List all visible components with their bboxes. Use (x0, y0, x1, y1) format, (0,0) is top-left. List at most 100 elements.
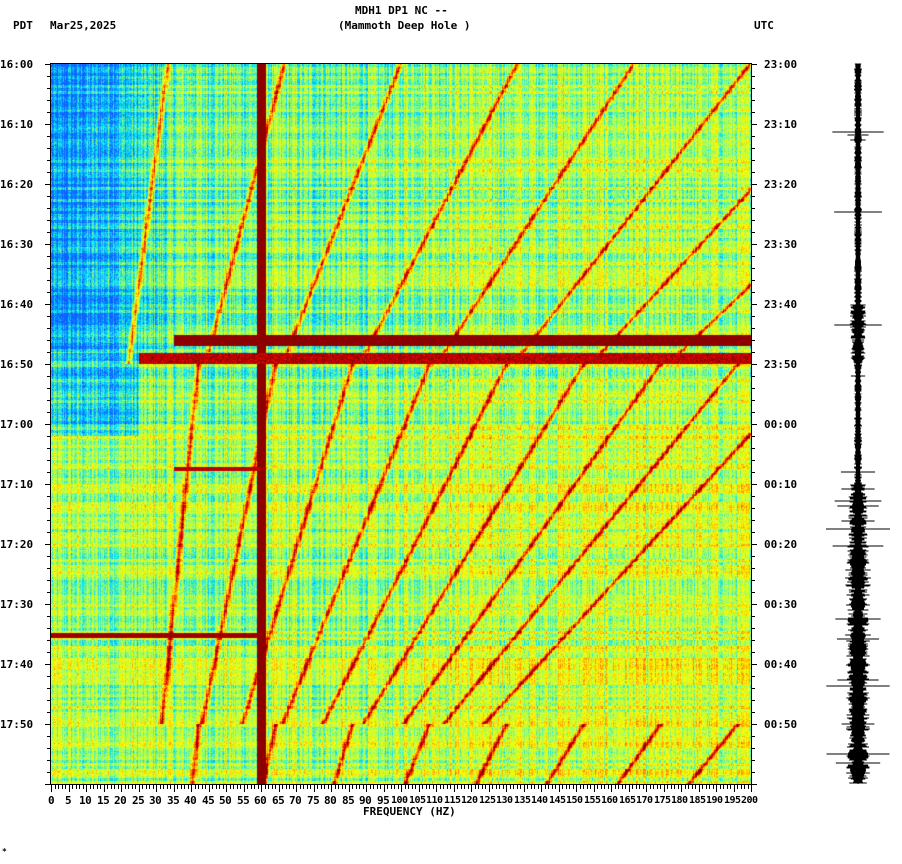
x-tick (377, 784, 378, 789)
y-tick-label-left: 16:30 (0, 238, 34, 251)
y-tick-right (751, 508, 755, 509)
y-tick-right (751, 748, 755, 749)
x-tick (695, 784, 696, 789)
x-tick (205, 784, 206, 789)
x-tick-label: 10 (79, 794, 92, 807)
x-tick (737, 784, 738, 789)
y-tick-right (751, 100, 755, 101)
y-tick-label-right: 23:40 (764, 298, 798, 311)
y-tick-left (47, 760, 51, 761)
x-tick-label: 160 (601, 795, 618, 806)
x-tick (573, 784, 574, 789)
x-tick (331, 784, 332, 792)
x-tick (83, 784, 84, 789)
x-tick-label: 5 (65, 794, 72, 807)
x-tick (615, 784, 616, 789)
y-tick-right (751, 544, 757, 545)
x-tick (279, 784, 280, 792)
x-tick (338, 784, 339, 789)
y-tick-right (751, 208, 755, 209)
y-tick-right (751, 736, 755, 737)
x-tick-label: 195 (724, 795, 741, 806)
x-tick-label: 90 (359, 794, 372, 807)
y-tick-right (751, 220, 755, 221)
y-tick-left (47, 376, 51, 377)
x-tick (170, 784, 171, 789)
y-tick-left (45, 364, 51, 365)
y-tick-left (45, 724, 51, 725)
x-tick (121, 784, 122, 792)
y-tick-left (45, 424, 51, 425)
x-tick (160, 784, 161, 789)
y-tick-right (751, 460, 755, 461)
y-tick-right (751, 388, 755, 389)
x-tick (538, 784, 539, 789)
x-tick (356, 784, 357, 789)
x-tick (324, 784, 325, 789)
right-timezone-label: UTC (754, 19, 774, 32)
x-tick (678, 784, 679, 789)
x-tick (499, 784, 500, 789)
y-tick-right (751, 712, 755, 713)
x-tick (440, 784, 441, 789)
x-tick (76, 784, 77, 789)
y-tick-right (751, 424, 757, 425)
x-tick (594, 784, 595, 792)
x-tick (149, 784, 150, 789)
x-tick (412, 784, 413, 789)
y-tick-right (751, 196, 755, 197)
y-tick-left (45, 244, 51, 245)
x-tick-label: 65 (272, 794, 285, 807)
x-tick (748, 784, 749, 789)
x-tick (601, 784, 602, 789)
y-tick-left (47, 748, 51, 749)
x-tick (181, 784, 182, 789)
x-axis-label: FREQUENCY (HZ) (363, 805, 456, 818)
x-tick (233, 784, 234, 789)
x-tick-label: 55 (237, 794, 250, 807)
x-tick (321, 784, 322, 789)
y-tick-right (751, 688, 755, 689)
x-tick (153, 784, 154, 789)
x-tick (457, 784, 458, 789)
x-tick (419, 784, 420, 792)
chart-subtitle: (Mammoth Deep Hole ) (338, 19, 471, 32)
x-tick (657, 784, 658, 789)
x-tick (464, 784, 465, 789)
x-tick (643, 784, 644, 789)
y-tick-right (751, 304, 757, 305)
y-tick-right (751, 340, 755, 341)
x-tick (664, 784, 665, 792)
x-tick (527, 784, 528, 789)
x-tick-label: 185 (689, 795, 706, 806)
x-tick (286, 784, 287, 789)
y-tick-left (47, 412, 51, 413)
x-tick-label: 145 (549, 795, 566, 806)
y-tick-right (751, 136, 755, 137)
x-tick (681, 784, 682, 792)
x-tick (247, 784, 248, 789)
x-tick (706, 784, 707, 789)
x-tick (282, 784, 283, 789)
y-tick-left (47, 160, 51, 161)
x-tick (639, 784, 640, 789)
x-tick (289, 784, 290, 789)
y-tick-right (751, 616, 755, 617)
y-tick-right (751, 580, 755, 581)
y-tick-right (751, 160, 755, 161)
x-tick (244, 784, 245, 792)
y-tick-right (751, 364, 757, 365)
y-tick-right (751, 568, 755, 569)
y-tick-left (47, 112, 51, 113)
y-tick-right (751, 316, 755, 317)
x-tick-label: 15 (97, 794, 110, 807)
x-tick (254, 784, 255, 789)
x-tick (142, 784, 143, 789)
x-tick (384, 784, 385, 792)
x-tick (429, 784, 430, 789)
x-tick (496, 784, 497, 789)
y-tick-right (751, 676, 755, 677)
x-tick (503, 784, 504, 789)
x-tick (517, 784, 518, 789)
